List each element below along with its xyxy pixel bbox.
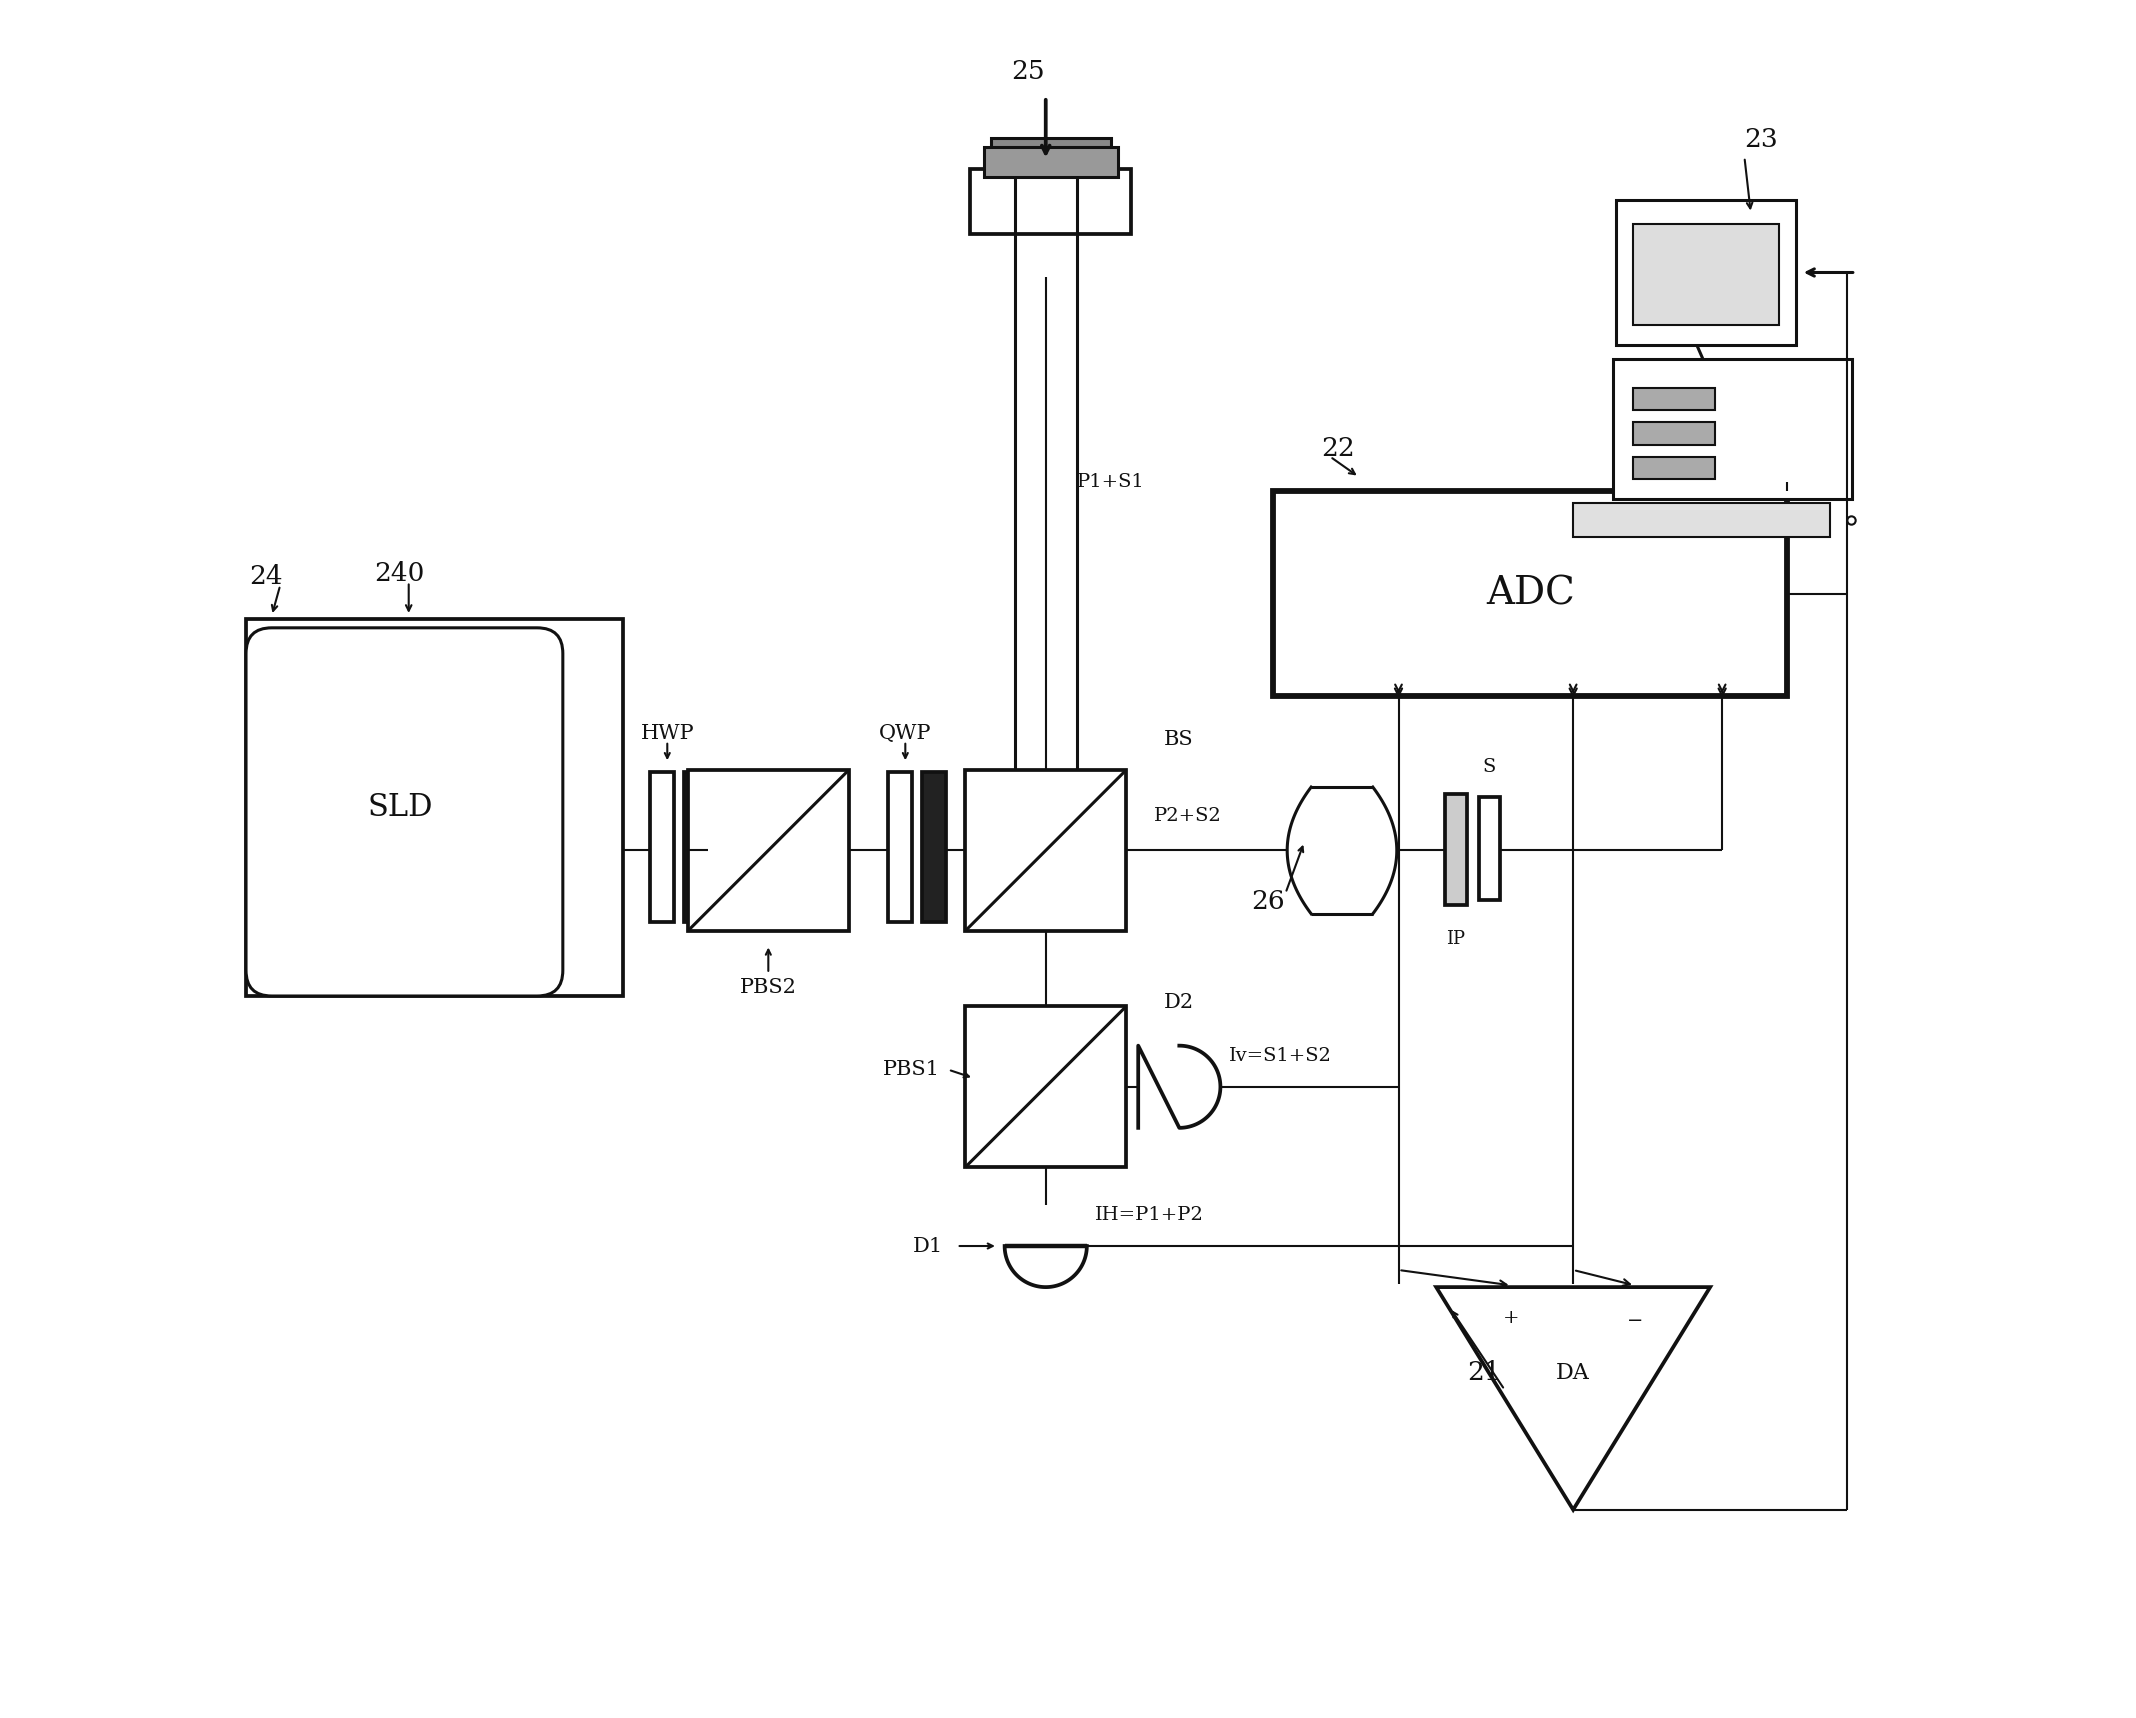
Text: 23: 23 <box>1745 127 1779 153</box>
Text: −: − <box>1628 1313 1643 1330</box>
Bar <box>1634 423 1715 445</box>
Text: P2+S2: P2+S2 <box>1153 807 1222 825</box>
Polygon shape <box>1435 1287 1711 1510</box>
Text: BS: BS <box>1164 730 1194 749</box>
Text: QWP: QWP <box>880 725 931 744</box>
Bar <box>1273 491 1788 696</box>
Polygon shape <box>1004 1246 1087 1287</box>
Bar <box>985 146 1117 177</box>
Bar <box>1478 797 1499 900</box>
Text: IH=P1+P2: IH=P1+P2 <box>1096 1206 1205 1225</box>
Text: 24: 24 <box>250 564 284 589</box>
Bar <box>1634 457 1715 479</box>
Text: IP: IP <box>1446 931 1465 948</box>
Bar <box>970 168 1132 234</box>
Bar <box>1617 199 1796 345</box>
Text: D2: D2 <box>1164 993 1194 1012</box>
Text: DA: DA <box>1557 1362 1589 1383</box>
Text: HWP: HWP <box>641 725 694 744</box>
Bar <box>965 770 1126 931</box>
Text: +: + <box>1504 1309 1521 1326</box>
Text: ADC: ADC <box>1487 576 1574 612</box>
Bar <box>684 771 709 923</box>
Bar <box>1634 223 1779 325</box>
Bar <box>649 771 675 923</box>
Polygon shape <box>1138 1046 1220 1127</box>
Bar <box>965 1007 1126 1167</box>
Bar <box>1444 794 1467 905</box>
Bar <box>1574 503 1831 538</box>
Bar <box>1634 388 1715 411</box>
Text: 22: 22 <box>1322 436 1354 460</box>
Text: 25: 25 <box>1012 58 1045 84</box>
Bar <box>688 770 848 931</box>
Bar <box>246 618 624 996</box>
Text: Iv=S1+S2: Iv=S1+S2 <box>1228 1046 1333 1065</box>
Text: S: S <box>1482 758 1495 775</box>
Bar <box>923 771 946 923</box>
Text: P1+S1: P1+S1 <box>1077 472 1145 491</box>
Bar <box>889 771 912 923</box>
Text: 240: 240 <box>374 560 425 586</box>
Text: 21: 21 <box>1467 1361 1502 1385</box>
Text: 26: 26 <box>1252 890 1286 914</box>
Text: D1: D1 <box>912 1237 942 1256</box>
Text: PBS1: PBS1 <box>882 1060 940 1079</box>
Text: SLD: SLD <box>367 792 434 823</box>
Text: PBS2: PBS2 <box>739 978 797 996</box>
Bar <box>1613 359 1852 500</box>
FancyBboxPatch shape <box>246 627 562 996</box>
Bar <box>991 137 1111 168</box>
